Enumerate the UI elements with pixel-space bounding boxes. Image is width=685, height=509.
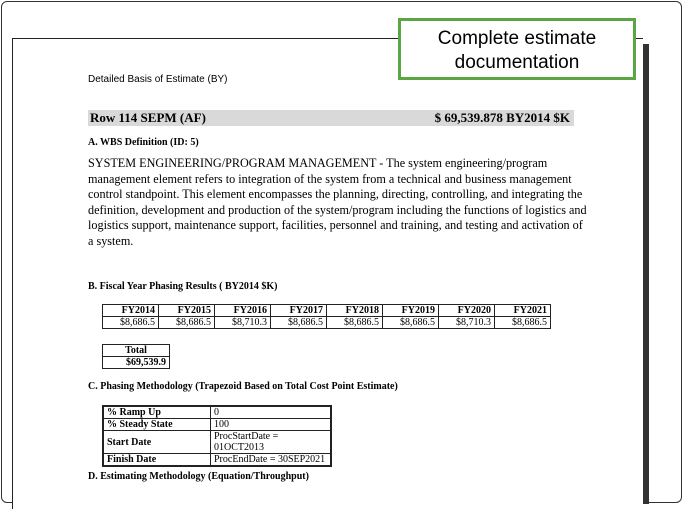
page-shadow <box>642 44 649 504</box>
section-b-title: B. Fiscal Year Phasing Results ( BY2014 … <box>88 281 278 292</box>
section-d-title: D. Estimating Methodology (Equation/Thro… <box>88 471 309 482</box>
fy-header: FY2019 <box>382 304 439 317</box>
row-header-bar: Row 114 SEPM (AF) $ 69,539.878 BY2014 $K <box>88 110 574 126</box>
phasing-table: % Ramp Up 0 % Steady State 100 Start Date P… <box>102 405 332 467</box>
total-table: Total $69,539.9 <box>102 344 170 369</box>
fy-header: FY2021 <box>494 304 551 317</box>
phasing-label: % Steady State <box>102 418 211 431</box>
phasing-value: ProcEndDate = 30SEP2021 <box>210 453 332 467</box>
callout-box: Complete estimate documentation <box>398 18 636 80</box>
section-a-title: A. WBS Definition (ID: 5) <box>88 137 199 148</box>
fy-value: $8,686.5 <box>270 316 327 329</box>
fy-header: FY2018 <box>326 304 383 317</box>
fy-value: $8,686.5 <box>382 316 439 329</box>
fy-value: $8,710.3 <box>214 316 271 329</box>
phasing-label: Finish Date <box>102 453 211 467</box>
total-value: $69,539.9 <box>102 356 170 369</box>
wbs-description: SYSTEM ENGINEERING/PROGRAM MANAGEMENT - … <box>88 156 587 248</box>
fy-value: $8,686.5 <box>494 316 551 329</box>
fy-phasing-table: FY2014 FY2015 FY2016 FY2017 FY2018 FY201… <box>102 304 551 329</box>
fy-header: FY2014 <box>102 304 159 317</box>
fy-value: $8,710.3 <box>438 316 495 329</box>
phasing-value: ProcStartDate = 01OCT2013 <box>210 430 332 454</box>
fy-value: $8,686.5 <box>326 316 383 329</box>
fy-header: FY2017 <box>270 304 327 317</box>
fy-header: FY2020 <box>438 304 495 317</box>
fy-header: FY2015 <box>158 304 215 317</box>
phasing-label: Start Date <box>102 430 211 454</box>
phasing-value: 100 <box>210 418 332 431</box>
row-label: Row 114 SEPM (AF) <box>90 110 206 125</box>
fy-value: $8,686.5 <box>158 316 215 329</box>
row-value: $ 69,539.878 BY2014 $K <box>434 110 570 125</box>
fy-header: FY2016 <box>214 304 271 317</box>
total-label: Total <box>102 344 170 357</box>
phasing-label: % Ramp Up <box>102 405 211 419</box>
fy-value: $8,686.5 <box>102 316 159 329</box>
doc-heading: Detailed Basis of Estimate (BY) <box>88 74 228 85</box>
section-c-title: C. Phasing Methodology (Trapezoid Based … <box>88 381 398 392</box>
phasing-value: 0 <box>210 405 332 419</box>
